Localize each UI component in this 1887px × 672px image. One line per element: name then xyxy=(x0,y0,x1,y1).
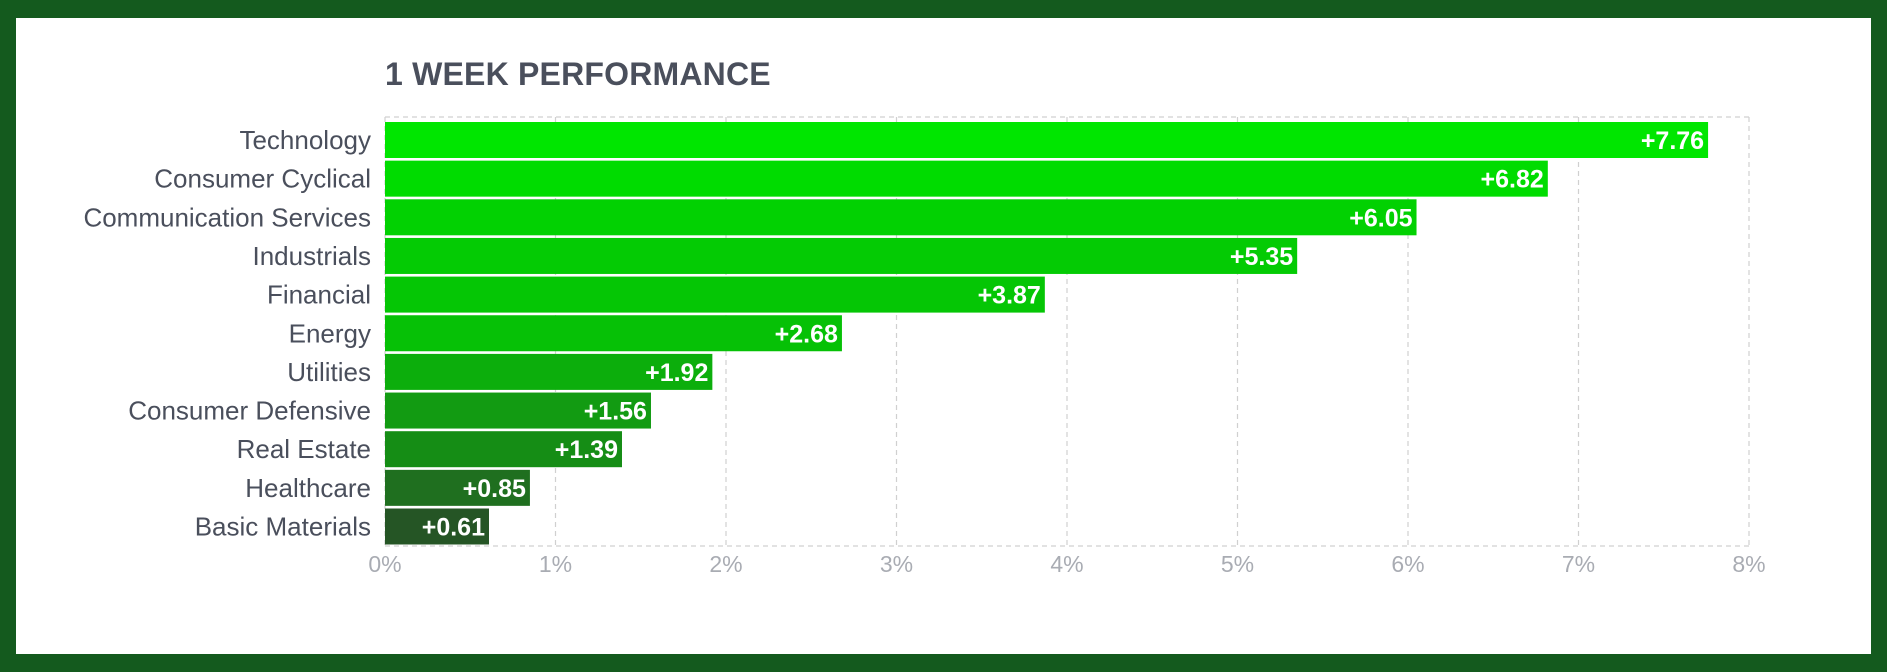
x-tick-label: 1% xyxy=(539,551,572,577)
x-tick-labels: 0% 1% 2% 3% 4% 5% 6% 7% 8% xyxy=(368,551,1765,577)
category-label: Real Estate xyxy=(237,434,371,464)
value-label: +7.76 xyxy=(1641,127,1704,155)
bar xyxy=(385,353,713,390)
category-label: Industrials xyxy=(253,241,372,271)
category-label: Utilities xyxy=(287,357,371,387)
bar xyxy=(385,237,1298,274)
x-tick-label: 0% xyxy=(368,551,401,577)
category-label: Technology xyxy=(239,125,371,155)
bar xyxy=(385,469,530,506)
category-labels: Technology Consumer Cyclical Communication… xyxy=(83,125,371,542)
chart-title: 1 WEEK PERFORMANCE xyxy=(385,56,771,92)
bar xyxy=(385,431,622,468)
category-label: Basic Materials xyxy=(195,512,371,542)
bars xyxy=(385,122,1709,545)
x-tick-label: 3% xyxy=(880,551,913,577)
category-label: Energy xyxy=(289,318,371,348)
category-label: Communication Services xyxy=(83,202,371,232)
value-label: +5.35 xyxy=(1230,243,1293,271)
bar xyxy=(385,315,842,352)
category-label: Healthcare xyxy=(245,473,371,503)
bar xyxy=(385,160,1548,197)
bar xyxy=(385,199,1417,236)
value-labels: +7.76 +6.82 +6.05 +5.35 +3.87 +2.68 +1.92 +1.56… xyxy=(422,127,1704,542)
bar xyxy=(385,392,651,429)
value-label: +0.85 xyxy=(463,475,526,503)
value-label: +6.82 xyxy=(1481,166,1544,194)
x-tick-label: 7% xyxy=(1562,551,1595,577)
category-label: Consumer Cyclical xyxy=(154,164,371,194)
value-label: +2.68 xyxy=(775,320,838,348)
x-tick-label: 4% xyxy=(1050,551,1083,577)
bar xyxy=(385,276,1045,313)
category-label: Consumer Defensive xyxy=(128,396,371,426)
x-tick-label: 6% xyxy=(1391,551,1424,577)
bar xyxy=(385,508,490,545)
x-tick-label: 5% xyxy=(1221,551,1254,577)
value-label: +0.61 xyxy=(422,514,485,542)
grid-lines xyxy=(384,116,1750,547)
x-tick-label: 8% xyxy=(1732,551,1765,577)
value-label: +3.87 xyxy=(978,282,1041,310)
bar xyxy=(385,122,1709,158)
value-label: +1.92 xyxy=(645,359,708,387)
value-label: +6.05 xyxy=(1349,204,1412,232)
value-label: +1.39 xyxy=(555,436,618,464)
category-label: Financial xyxy=(267,280,371,310)
x-tick-label: 2% xyxy=(709,551,742,577)
value-label: +1.56 xyxy=(584,398,647,426)
